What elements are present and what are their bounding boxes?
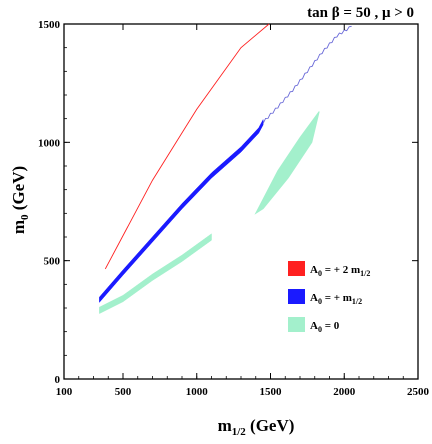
x-axis-label: m1/2 (GeV) bbox=[218, 416, 295, 438]
x-tick-label: 1500 bbox=[260, 386, 283, 398]
region-blue-thin-line bbox=[262, 25, 352, 124]
region-green-band bbox=[99, 233, 212, 314]
legend-label: A0 = + 2 m1/2 bbox=[310, 264, 370, 278]
x-tick-label: 2000 bbox=[333, 386, 356, 398]
y-axis-label: m0 (GeV) bbox=[9, 166, 31, 234]
x-tick-label: 500 bbox=[115, 386, 132, 398]
region-blue-band bbox=[99, 119, 264, 303]
legend-swatch bbox=[288, 289, 305, 304]
y-tick-label: 500 bbox=[44, 256, 61, 268]
y-tick-label: 1500 bbox=[38, 19, 61, 31]
legend-swatch bbox=[288, 317, 305, 332]
legend-label: A0 = 0 bbox=[310, 320, 340, 334]
region-red-line bbox=[104, 23, 270, 270]
x-tick-label: 100 bbox=[56, 386, 73, 398]
plot-frame bbox=[63, 23, 419, 380]
x-tick-label: 2500 bbox=[407, 386, 430, 398]
region-green-blob bbox=[254, 111, 320, 215]
legend-label: A0 = + m1/2 bbox=[310, 292, 362, 306]
x-tick-label: 1000 bbox=[186, 386, 209, 398]
y-tick-label: 0 bbox=[55, 374, 61, 386]
y-tick-label: 1000 bbox=[38, 137, 61, 149]
chart-title: tan β = 50 , μ > 0 bbox=[307, 5, 414, 21]
legend-swatch bbox=[288, 261, 305, 276]
